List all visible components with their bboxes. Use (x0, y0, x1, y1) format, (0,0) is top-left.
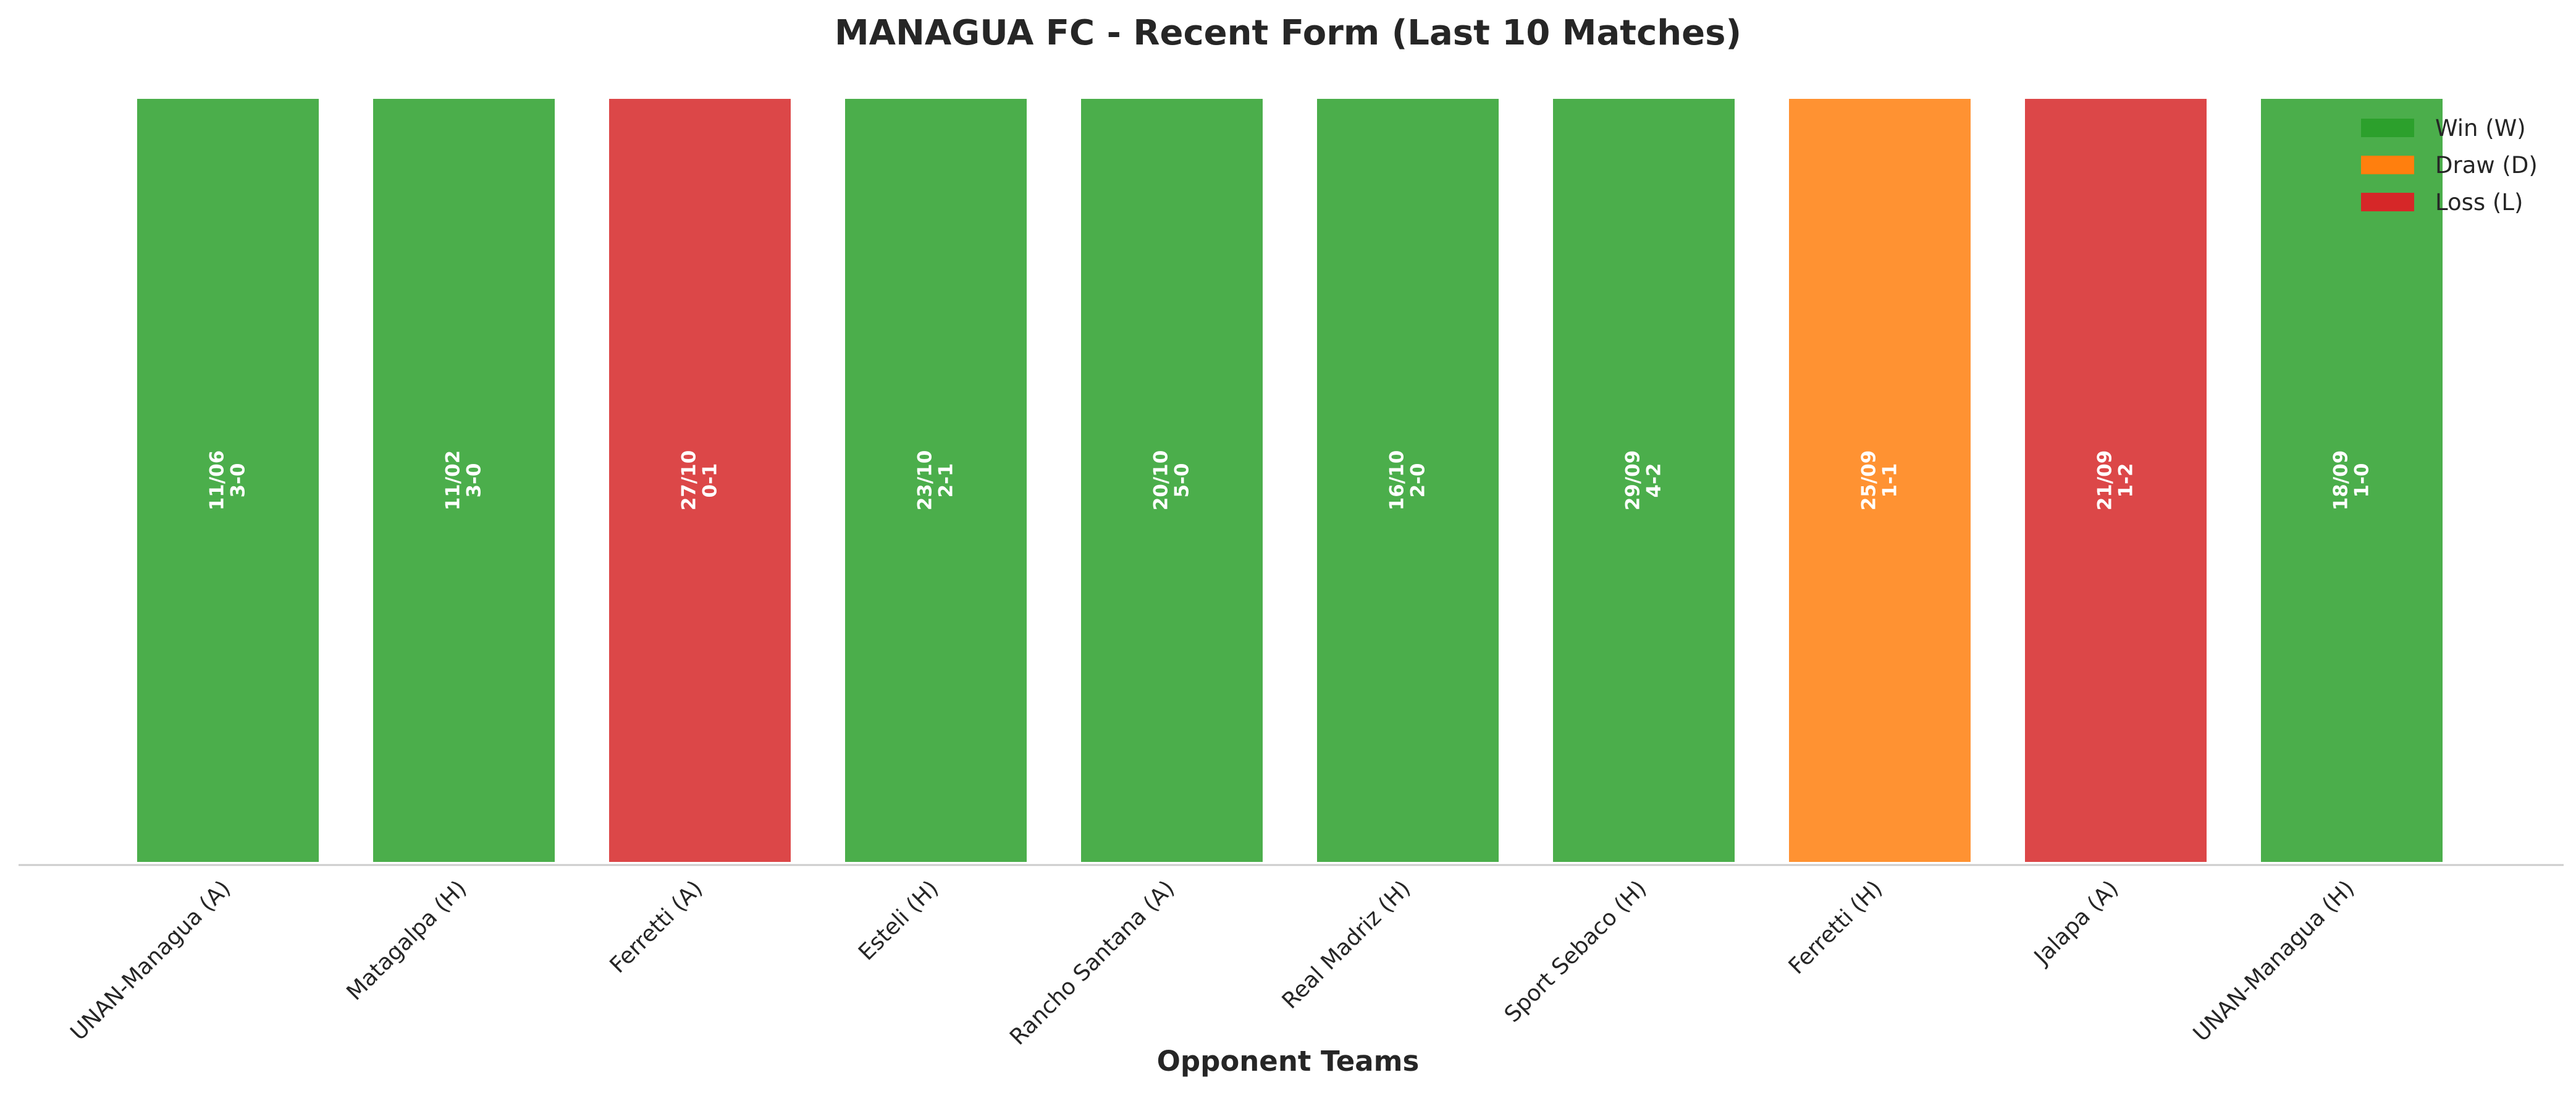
bar-score-4: 2-1 (935, 463, 957, 497)
bar-label-4: 23/102-1 (914, 450, 957, 511)
bar-label-6: 16/102-0 (1386, 450, 1429, 511)
bar-2 (371, 96, 557, 864)
bar-score-6: 2-0 (1407, 463, 1429, 497)
x-tick-labels: UNAN-Managua (A) Matagalpa (H) Ferretti (A… (65, 876, 2359, 1050)
bar-5 (1079, 96, 1265, 864)
legend-swatch-d (2361, 156, 2414, 174)
bar-score-7: 4-2 (1643, 463, 1665, 497)
bar-date-3: 27/10 (678, 450, 700, 511)
bar-6 (1315, 96, 1501, 864)
bar-label-2: 11/023-0 (442, 450, 485, 511)
bar-label-3: 27/100-1 (678, 450, 721, 511)
bar-7 (1551, 96, 1737, 864)
bar-date-4: 23/10 (914, 450, 936, 511)
bar-date-5: 20/10 (1150, 450, 1172, 511)
x-tick-9: Jalapa (A) (2029, 876, 2123, 970)
bar-4 (843, 96, 1029, 864)
bar-label-8: 25/091-1 (1858, 450, 1901, 511)
bar-score-9: 1-2 (2115, 463, 2137, 497)
bar-date-2: 11/02 (442, 450, 464, 511)
bar-9 (2022, 96, 2209, 864)
bar-date-7: 29/09 (1622, 450, 1644, 511)
legend-label-l: Loss (L) (2435, 189, 2523, 216)
bar-date-8: 25/09 (1858, 450, 1880, 511)
x-tick-10: UNAN-Managua (H) (2189, 876, 2360, 1047)
x-axis-label: Opponent Teams (1157, 1045, 1420, 1078)
x-tick-8: Ferretti (H) (1784, 876, 1888, 979)
bar-1 (135, 96, 321, 864)
x-tick-2: Matagalpa (H) (342, 876, 472, 1005)
bar-3 (607, 96, 793, 864)
x-tick-3: Ferretti (A) (605, 876, 707, 978)
bar-date-6: 16/10 (1386, 450, 1408, 511)
legend: Win (W) Draw (D) Loss (L) (2361, 115, 2538, 216)
bar-score-3: 0-1 (699, 463, 721, 497)
legend-label-d: Draw (D) (2435, 152, 2538, 179)
bar-label-5: 20/105-0 (1150, 450, 1193, 511)
bar-score-1: 3-0 (227, 463, 249, 497)
chart-title: MANAGUA FC - Recent Form (Last 10 Matche… (835, 13, 1741, 53)
legend-label-w: Win (W) (2435, 115, 2526, 141)
bar-8 (1787, 96, 1973, 864)
x-tick-7: Sport Sebaco (H) (1500, 876, 1652, 1028)
x-tick-4: Esteli (H) (854, 876, 943, 965)
bar-label-1: 11/063-0 (206, 450, 249, 511)
bar-date-10: 18/09 (2330, 450, 2352, 511)
bar-label-7: 29/094-2 (1622, 450, 1665, 511)
bar-score-5: 5-0 (1171, 463, 1193, 497)
x-tick-6: Real Madriz (H) (1277, 876, 1416, 1014)
bar-date-9: 21/09 (2094, 450, 2116, 511)
bar-label-9: 21/091-2 (2094, 450, 2137, 511)
bar-score-2: 3-0 (463, 463, 485, 497)
x-tick-5: Rancho Santana (A) (1005, 876, 1179, 1050)
bar-score-10: 1-0 (2351, 463, 2373, 497)
legend-swatch-w (2361, 119, 2414, 137)
x-tick-1: UNAN-Managua (A) (65, 876, 235, 1045)
bar-label-10: 18/091-0 (2330, 450, 2373, 511)
bar-date-1: 11/06 (206, 450, 228, 511)
bar-score-8: 1-1 (1879, 463, 1901, 497)
bar-10 (2258, 96, 2445, 864)
legend-swatch-l (2361, 193, 2414, 211)
bars-group: 11/063-0 11/023-0 27/100-1 23/102-1 20/105-0… (135, 96, 2445, 864)
